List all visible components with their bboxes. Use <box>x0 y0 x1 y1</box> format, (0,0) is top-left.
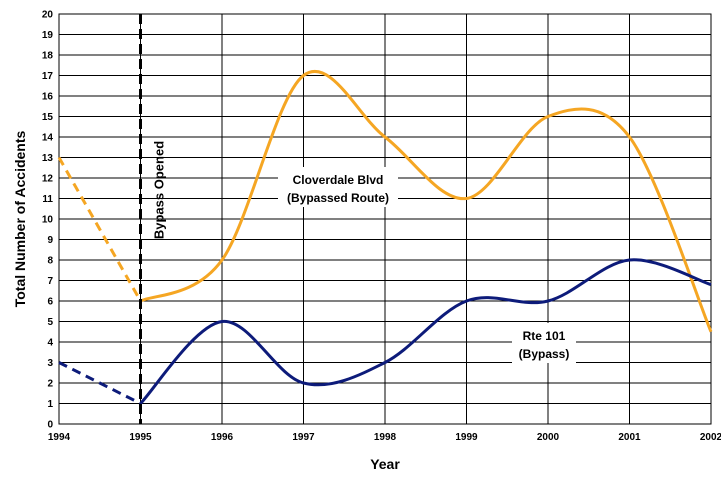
y-tick-label: 18 <box>42 51 54 62</box>
series-1-line-dashed <box>58 361 142 405</box>
annotation-0-line: (Bypassed Route) <box>287 191 389 205</box>
y-tick-label: 19 <box>42 30 54 41</box>
y-tick-label: 15 <box>42 112 54 123</box>
y-tick-label: 14 <box>42 133 54 144</box>
x-tick-label: 2002 <box>700 432 721 443</box>
y-tick-label: 17 <box>42 71 54 82</box>
y-tick-label: 7 <box>47 276 53 287</box>
y-tick-label: 10 <box>42 215 54 226</box>
x-tick-label: 1994 <box>48 432 71 443</box>
y-tick-label: 13 <box>42 153 54 164</box>
x-tick-label: 2001 <box>618 432 641 443</box>
y-tick-label: 16 <box>42 92 54 103</box>
series-0-line <box>139 70 713 333</box>
x-tick-label: 1998 <box>374 432 397 443</box>
y-tick-label: 11 <box>42 194 53 205</box>
annotation-1-bg <box>512 323 576 363</box>
x-tick-labels: 1994 1995 1996 1997 1998 1999 2000 2001 2002 <box>48 432 721 443</box>
series-0-line-dashed <box>57 156 142 302</box>
x-tick-label: 1996 <box>211 432 234 443</box>
series-1-line <box>139 258 712 405</box>
y-tick-label: 4 <box>47 338 53 349</box>
y-tick-label: 8 <box>47 256 53 267</box>
annotation-1-line: (Bypass) <box>519 347 570 361</box>
annotation-1-line: Rte 101 <box>523 329 566 343</box>
y-tick-label: 9 <box>47 235 53 246</box>
x-tick-label: 1999 <box>455 432 478 443</box>
bypass-marker-label: Bypass Opened <box>152 141 167 239</box>
series-lines <box>57 70 713 405</box>
annotation-0-line: Cloverdale Blvd <box>293 173 384 187</box>
y-tick-label: 3 <box>47 358 53 369</box>
bypass-marker: Bypass Opened <box>139 14 167 424</box>
y-tick-label: 6 <box>47 297 53 308</box>
series-annotations: Cloverdale Blvd (Bypassed Route) Rte 101 (B… <box>278 167 576 363</box>
y-axis-title: Total Number of Accidents <box>12 131 28 308</box>
y-tick-label: 2 <box>47 379 53 390</box>
y-tick-label: 12 <box>42 174 54 185</box>
x-tick-label: 2000 <box>537 432 560 443</box>
annotation-0-bg <box>278 167 398 207</box>
y-tick-label: 0 <box>47 420 53 431</box>
y-tick-label: 20 <box>42 10 54 21</box>
x-tick-label: 1995 <box>129 432 152 443</box>
plot-border <box>58 13 712 425</box>
x-axis-title: Year <box>370 456 400 472</box>
y-tick-label: 5 <box>47 317 53 328</box>
y-tick-label: 1 <box>47 399 53 410</box>
x-tick-label: 1997 <box>292 432 315 443</box>
